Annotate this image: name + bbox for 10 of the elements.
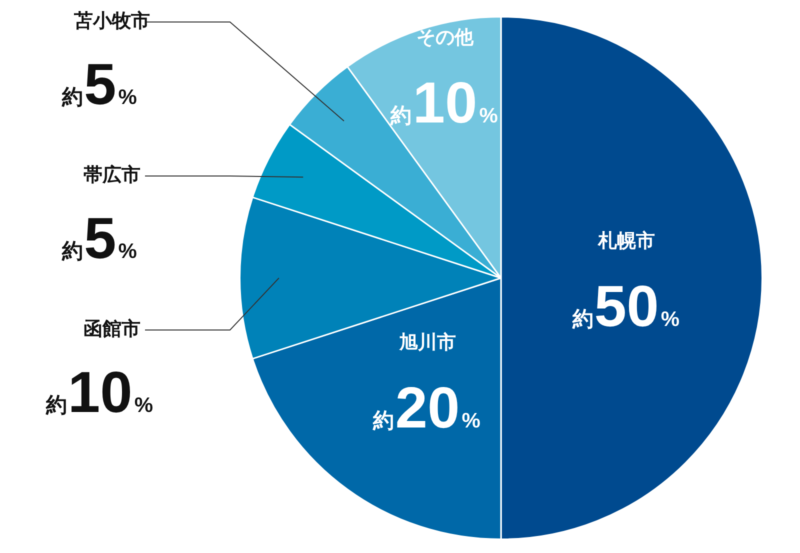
slice-label: 旭川市 bbox=[398, 332, 456, 354]
data-label: 約5% bbox=[61, 52, 138, 117]
slice-label: 札幌市 bbox=[596, 230, 655, 252]
slice-label: 帯広市 bbox=[84, 164, 140, 186]
data-label: 約5% bbox=[61, 206, 138, 271]
slice-label: 函館市 bbox=[84, 318, 140, 340]
data-label: 約50% bbox=[571, 274, 680, 339]
slice-label: その他 bbox=[416, 27, 474, 48]
data-label: 約20% bbox=[372, 375, 481, 440]
slice-label: 苫小牧市 bbox=[73, 10, 150, 32]
